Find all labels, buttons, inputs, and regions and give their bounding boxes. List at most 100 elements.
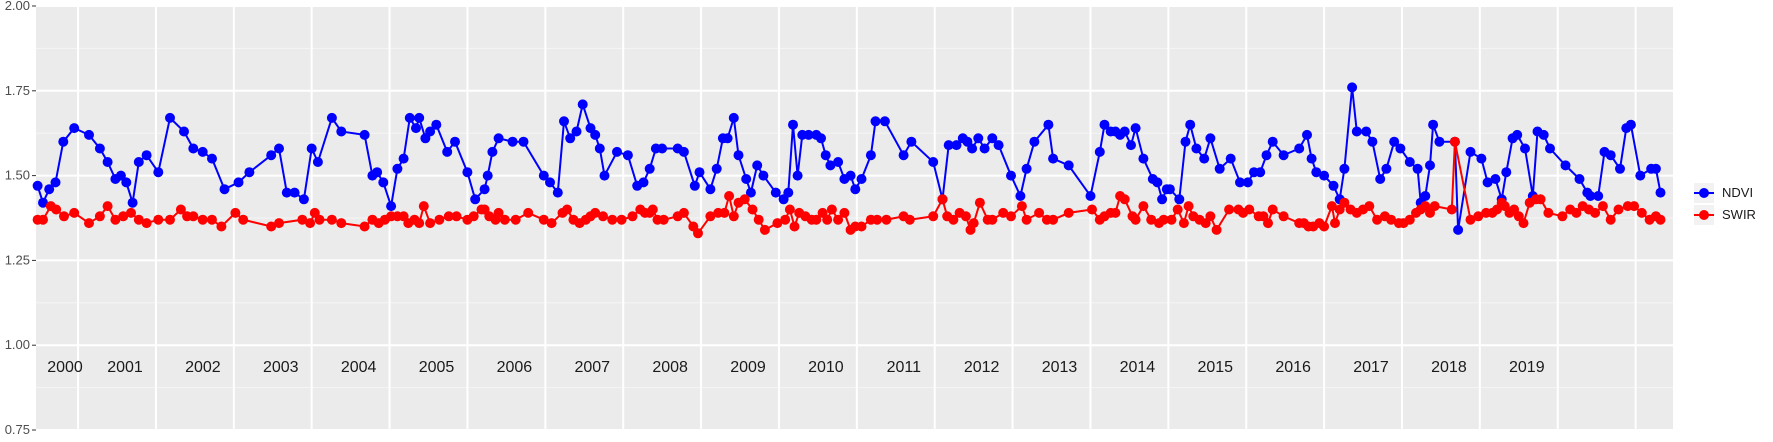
data-point-ndvi	[752, 160, 763, 171]
data-point-swir	[1465, 214, 1476, 225]
data-point-swir	[538, 214, 549, 225]
data-point-swir	[872, 214, 883, 225]
data-point-ndvi	[1261, 150, 1272, 161]
data-point-swir	[1613, 204, 1624, 215]
data-point-ndvi	[820, 150, 831, 161]
data-point-swir	[468, 211, 479, 222]
data-point-swir	[1655, 214, 1666, 225]
data-point-swir	[197, 214, 208, 225]
data-point-ndvi	[967, 143, 978, 154]
data-point-ndvi	[1225, 153, 1236, 164]
data-point-ndvi	[179, 126, 189, 137]
data-point-ndvi	[1347, 82, 1358, 93]
data-point-swir	[881, 214, 892, 225]
data-point-ndvi	[44, 184, 55, 195]
data-point-swir	[451, 211, 462, 222]
data-point-ndvi	[386, 201, 397, 212]
data-point-swir	[1404, 214, 1415, 225]
data-point-swir	[1571, 207, 1582, 218]
data-point-swir	[1146, 214, 1157, 225]
data-point-swir	[1063, 207, 1074, 218]
data-point-swir	[499, 214, 510, 225]
data-point-ndvi	[1021, 163, 1032, 174]
data-point-swir	[175, 204, 186, 215]
data-point-swir	[822, 214, 833, 225]
data-point-ndvi	[1428, 119, 1439, 130]
data-point-ndvi	[518, 136, 529, 147]
data-point-ndvi	[1482, 177, 1493, 188]
data-point-ndvi	[694, 167, 705, 178]
year-label: 2013	[1042, 359, 1078, 376]
legend-key-point	[1699, 210, 1709, 220]
data-point-swir	[69, 207, 80, 218]
year-label: 2001	[107, 359, 143, 376]
data-point-ndvi	[32, 180, 43, 191]
data-point-swir	[784, 204, 795, 215]
data-point-ndvi	[404, 112, 415, 123]
data-point-swir	[739, 194, 750, 205]
data-point-swir	[772, 218, 783, 229]
data-point-ndvi	[425, 126, 436, 137]
data-point-swir	[678, 207, 689, 218]
data-point-swir	[987, 214, 998, 225]
data-point-ndvi	[644, 163, 655, 174]
data-point-ndvi	[298, 194, 309, 205]
data-point-swir	[188, 211, 199, 222]
data-point-swir	[274, 218, 284, 229]
year-label: 2003	[263, 359, 299, 376]
data-point-ndvi	[728, 112, 739, 123]
data-point-swir	[94, 211, 105, 222]
legend-label-swir: SWIR	[1722, 207, 1756, 222]
data-point-swir	[1016, 201, 1027, 212]
data-point-ndvi	[266, 150, 277, 161]
legend: NDVI SWIR	[1694, 183, 1756, 225]
data-point-ndvi	[493, 133, 504, 144]
data-point-ndvi	[552, 187, 563, 198]
data-point-ndvi	[197, 146, 208, 157]
data-point-ndvi	[378, 177, 389, 188]
data-point-swir	[414, 218, 425, 229]
year-label: 2018	[1431, 359, 1467, 376]
data-point-swir	[948, 214, 959, 225]
data-point-ndvi	[1180, 136, 1191, 147]
data-point-ndvi	[1306, 153, 1317, 164]
year-label: 2004	[341, 359, 377, 376]
data-point-ndvi	[507, 136, 518, 147]
data-point-ndvi	[58, 136, 69, 147]
data-point-ndvi	[711, 163, 722, 174]
data-point-swir	[1178, 218, 1189, 229]
data-point-ndvi	[879, 116, 890, 127]
data-point-ndvi	[1389, 136, 1400, 147]
data-point-swir	[1158, 214, 1169, 225]
data-point-ndvi	[233, 177, 244, 188]
year-label: 2012	[964, 359, 1000, 376]
data-point-swir	[207, 214, 217, 225]
minor-gridlines	[36, 47, 1673, 389]
data-point-swir	[1629, 201, 1640, 212]
data-point-ndvi	[770, 187, 781, 198]
year-label: 2000	[47, 359, 83, 376]
data-point-swir	[1386, 214, 1397, 225]
data-point-swir	[1006, 211, 1016, 222]
data-point-ndvi	[987, 133, 998, 144]
data-point-swir	[616, 214, 627, 225]
data-point-ndvi	[102, 157, 113, 167]
data-point-ndvi	[758, 170, 769, 181]
data-point-swir	[359, 221, 370, 232]
data-point-swir	[1319, 221, 1330, 232]
data-point-swir	[856, 221, 867, 232]
data-point-ndvi	[1255, 167, 1266, 178]
data-point-ndvi	[538, 170, 549, 181]
data-point-swir	[1021, 214, 1032, 225]
data-point-ndvi	[94, 143, 105, 154]
data-point-ndvi	[462, 167, 473, 178]
data-point-swir	[1473, 211, 1484, 222]
data-point-ndvi	[1214, 163, 1225, 174]
data-point-swir	[1605, 214, 1616, 225]
data-point-ndvi	[274, 143, 284, 154]
data-point-ndvi	[84, 129, 94, 140]
data-point-swir	[230, 207, 241, 218]
data-point-ndvi	[1351, 126, 1362, 137]
data-point-ndvi	[612, 146, 622, 157]
